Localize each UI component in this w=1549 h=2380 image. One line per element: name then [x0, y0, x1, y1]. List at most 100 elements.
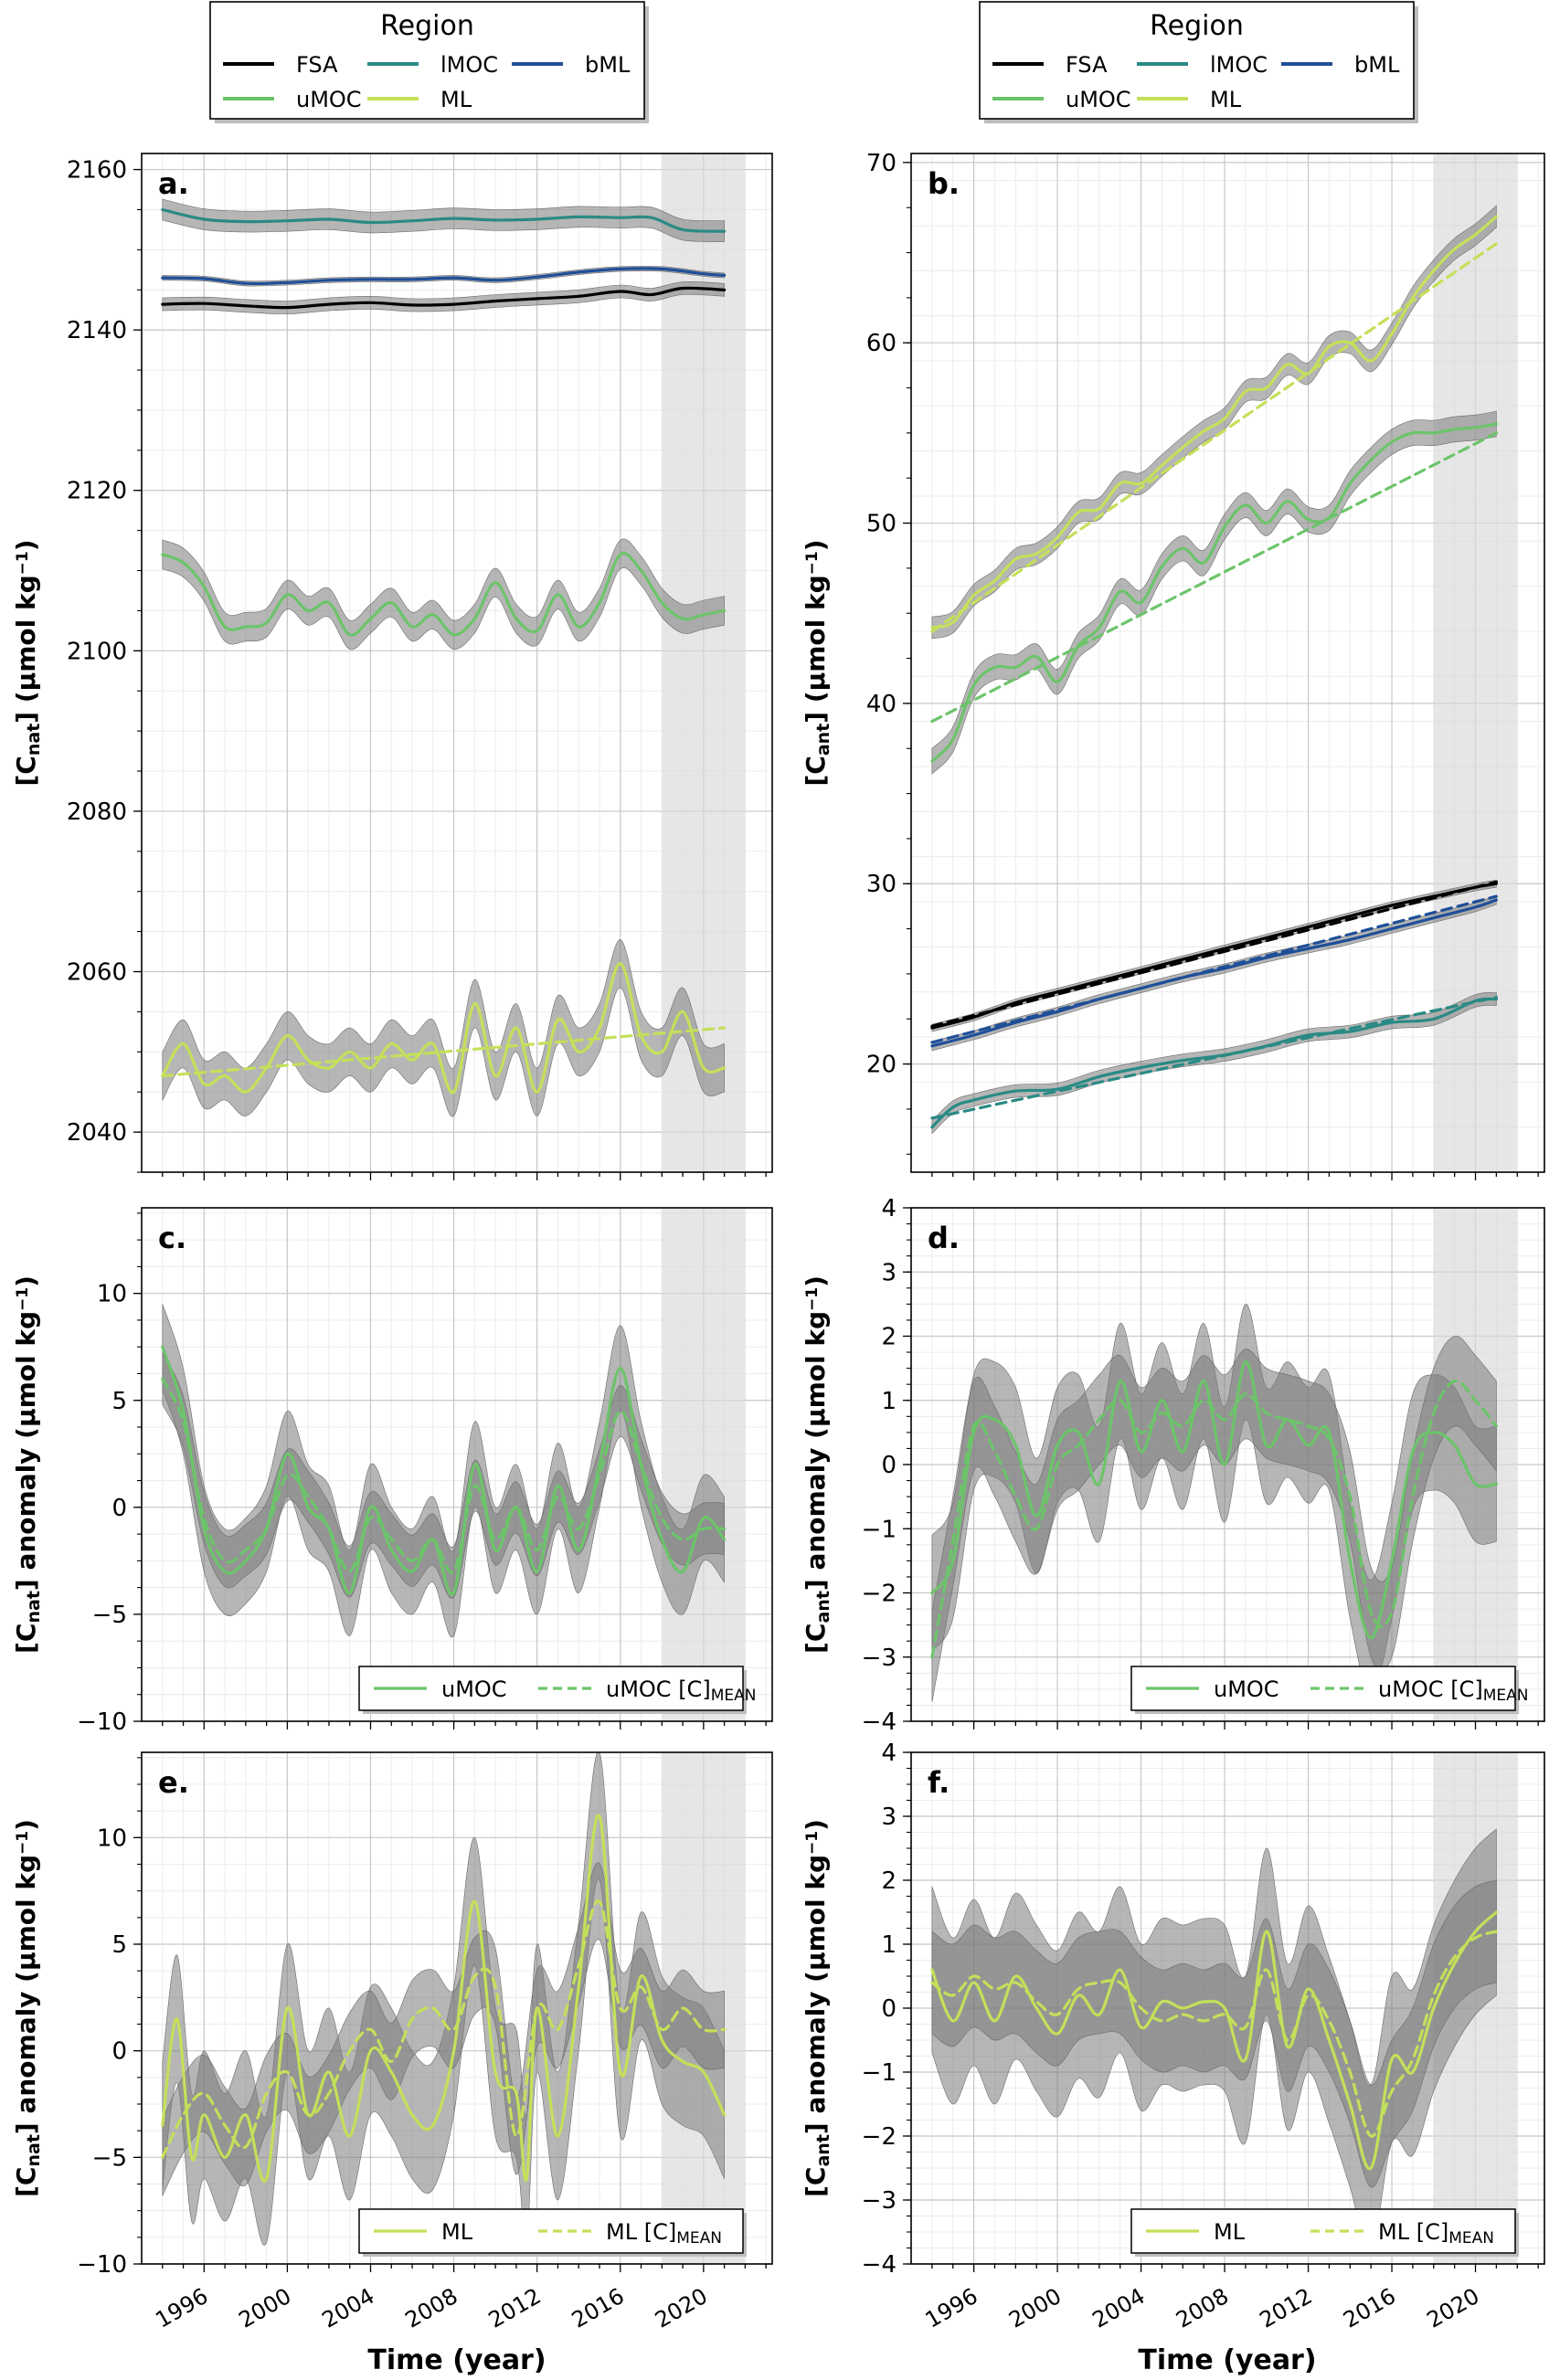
- axes-frame: [141, 153, 773, 1173]
- y-tick-label: 1: [881, 1388, 897, 1415]
- y-tick-label: −4: [862, 1708, 897, 1736]
- axes-frame: [141, 1207, 773, 1722]
- y-tick-label: 50: [866, 511, 897, 538]
- series-line: [930, 898, 1498, 1048]
- legend-label-text: uMOC [C]: [1378, 1677, 1483, 1702]
- y-label-part: ] (µmol kg: [11, 575, 41, 723]
- legend-title: Region: [1150, 10, 1244, 42]
- x-tick-label: 1996: [921, 2283, 982, 2333]
- y-label-part: [C: [11, 756, 41, 786]
- y-tick-label: 0: [881, 1995, 897, 2023]
- y-label-part: ): [801, 1819, 831, 1831]
- y-axis-label: [Cnat] anomaly (µmol kg−1): [11, 1819, 44, 2197]
- x-tick-label: 2000: [235, 2283, 296, 2333]
- y-label-part: [C: [801, 756, 831, 786]
- x-tick-label: 2008: [1172, 2283, 1233, 2333]
- y-tick-label: 1: [881, 1931, 897, 1959]
- y-label-part: ): [801, 539, 831, 551]
- legend-entry-label: FSA: [296, 52, 338, 78]
- axes-frame: [910, 153, 1545, 1173]
- y-tick-label: −10: [77, 1708, 127, 1736]
- series-line: [930, 1930, 1498, 2138]
- legend-label-sub: MEAN: [711, 1687, 757, 1705]
- y-label-part: [C: [801, 1624, 831, 1654]
- uncertainty-band: [162, 939, 725, 1117]
- legend-entry-label: lMOC: [440, 52, 498, 78]
- legend-entry-label: FSA: [1066, 52, 1108, 78]
- panel-letter: d.: [928, 1221, 960, 1255]
- y-label-part: ] (µmol kg: [801, 575, 831, 723]
- y-tick-label: 70: [866, 150, 897, 177]
- y-label-part: ): [11, 1275, 41, 1287]
- legend-label-sub: MEAN: [676, 2229, 722, 2248]
- y-tick-label: 2: [881, 1867, 897, 1895]
- legend-label-text: ML [C]: [1378, 2219, 1448, 2245]
- y-tick-label: −1: [862, 2059, 897, 2087]
- y-label-part: −1: [14, 551, 32, 575]
- legend-label-text: ML: [1214, 2219, 1246, 2245]
- legend-label-text: uMOC: [1214, 1677, 1279, 1702]
- region-legend: Region FSA lMOC bML uMOC ML: [209, 1, 649, 123]
- plot-area: [911, 153, 1544, 1172]
- series-line: [930, 882, 1498, 1030]
- y-tick-label: 4: [881, 1195, 897, 1222]
- y-tick-label: 10: [97, 1825, 127, 1852]
- y-label-part: ): [11, 1819, 41, 1831]
- legend-label: uMOC: [1214, 1677, 1279, 1702]
- legend-label-sub: MEAN: [1448, 2229, 1494, 2248]
- legend-label: ML [C]MEAN: [606, 2219, 722, 2248]
- series-line: [930, 1910, 1498, 2171]
- y-tick-label: 20: [866, 1052, 897, 1079]
- y-label-part: ): [11, 539, 41, 551]
- legend-entry-label: ML: [440, 87, 472, 112]
- y-label-part: nat: [24, 724, 44, 756]
- panel-letter: f.: [928, 1765, 950, 1800]
- y-tick-label: −2: [862, 1581, 897, 1608]
- panel-c: −10 −5 0 5 10 c. [Cnat] anomaly (µmol kg−1) uMO…: [11, 1207, 773, 1736]
- series-line: [930, 996, 1498, 1120]
- y-label-part: ant: [813, 724, 833, 756]
- panel-f: 1996 2000 2004 2008 2012 2016 2020 −4 −3 −2 −1 0 1 2 3…: [801, 1740, 1545, 2333]
- series-line: [161, 286, 727, 310]
- x-tick-label: 1996: [151, 2283, 212, 2333]
- y-label-part: −1: [14, 1287, 32, 1311]
- series-line: [930, 1359, 1498, 1640]
- y-label-part: −1: [14, 1831, 32, 1855]
- series-line: [930, 997, 1498, 1129]
- y-tick-label: 2: [881, 1324, 897, 1351]
- legend-label-text: uMOC: [441, 1677, 507, 1702]
- legend-label: ML: [1214, 2219, 1246, 2245]
- x-tick-label: 2004: [1088, 2283, 1150, 2333]
- y-tick-label: 0: [111, 2038, 127, 2066]
- plot-area: [142, 1752, 772, 2264]
- y-axis-label: [Cnat] (µmol kg−1): [11, 539, 44, 786]
- shaded-period: [662, 1208, 746, 1721]
- series-line: [161, 552, 727, 637]
- x-tick-label: 2012: [1256, 2283, 1317, 2333]
- series-line: [161, 962, 727, 1095]
- y-label-part: [C: [11, 1624, 41, 1654]
- legend-entry-label: bML: [1354, 52, 1400, 78]
- y-axis-label: [Cnat] anomaly (µmol kg−1): [11, 1275, 44, 1654]
- y-axis-label: [Cant] anomaly (µmol kg−1): [801, 1275, 833, 1654]
- y-tick-label: 10: [97, 1281, 127, 1308]
- plot-area: [911, 1752, 1544, 2264]
- x-tick-label: 2020: [1423, 2283, 1484, 2333]
- legend-box: [209, 1, 645, 120]
- uncertainty-band: [162, 538, 725, 651]
- y-label-part: ] anomaly (µmol kg: [11, 1855, 41, 2134]
- legend-label-text: ML: [441, 2219, 473, 2245]
- legend-label-text: ML [C]: [606, 2219, 676, 2245]
- y-tick-label: 5: [111, 1388, 127, 1415]
- y-tick-label: 2120: [67, 478, 127, 505]
- y-tick-label: −5: [92, 2144, 127, 2172]
- y-tick-label: 60: [866, 330, 897, 357]
- y-label-part: −1: [803, 1287, 822, 1311]
- series-line: [930, 1379, 1498, 1659]
- y-label-part: [C: [801, 2167, 831, 2197]
- series-line: [930, 242, 1498, 633]
- y-tick-label: −3: [862, 2187, 897, 2215]
- y-tick-label: 3: [881, 1804, 897, 1831]
- panel-letter: b.: [928, 166, 960, 201]
- legend-label-text: uMOC [C]: [606, 1677, 711, 1702]
